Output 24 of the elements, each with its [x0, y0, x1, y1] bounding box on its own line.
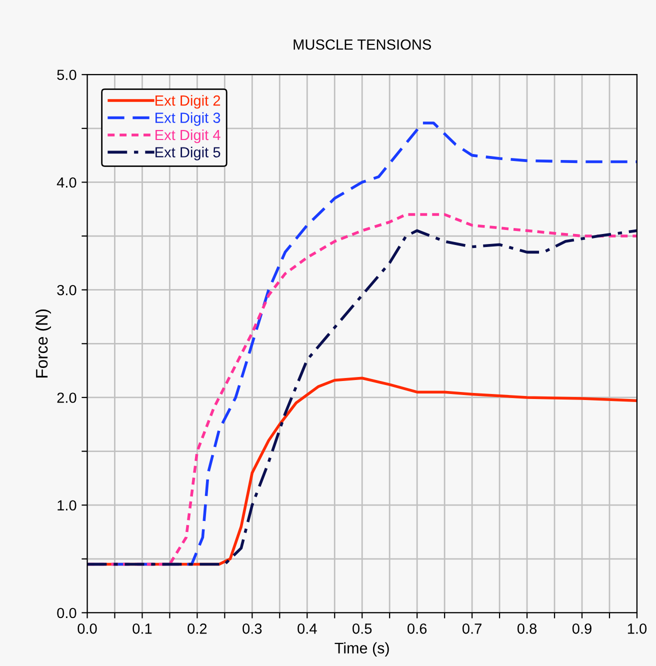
legend-label: Ext Digit 2 — [156, 95, 220, 109]
x-tick-label: 0.9 — [572, 624, 592, 634]
x-tick-label: 0.5 — [352, 624, 372, 634]
legend-label: Ext Digit 4 — [156, 129, 220, 144]
x-tick-label: 1.0 — [628, 624, 647, 634]
chart-title: MUSCLE TENSIONS — [294, 39, 431, 50]
x-axis-title: Time (s) — [334, 642, 389, 657]
y-tick-label: 0.0 — [57, 608, 76, 618]
x-tick-label: 0.4 — [298, 624, 317, 634]
x-tick-label: 0.1 — [132, 624, 152, 634]
x-tick-label: 0.6 — [408, 624, 427, 634]
y-tick-label: 5.0 — [57, 70, 76, 80]
x-tick-label: 0.8 — [517, 624, 537, 634]
x-tick-label: 0.7 — [462, 624, 482, 634]
y-tick-label: 3.0 — [57, 284, 76, 296]
y-tick-label: 2.0 — [57, 392, 76, 403]
x-tick-label: 0.0 — [78, 624, 97, 634]
x-tick-label: 0.3 — [242, 624, 262, 634]
x-tick-label: 0.2 — [188, 624, 207, 634]
y-tick-label: 1.0 — [58, 500, 76, 511]
y-tick-label: 4.0 — [56, 177, 76, 188]
legend-label: Ext Digit 3 — [156, 112, 220, 126]
y-axis-title: Force (N) — [35, 310, 51, 378]
legend-label: Ext Digit 5 — [156, 146, 220, 160]
